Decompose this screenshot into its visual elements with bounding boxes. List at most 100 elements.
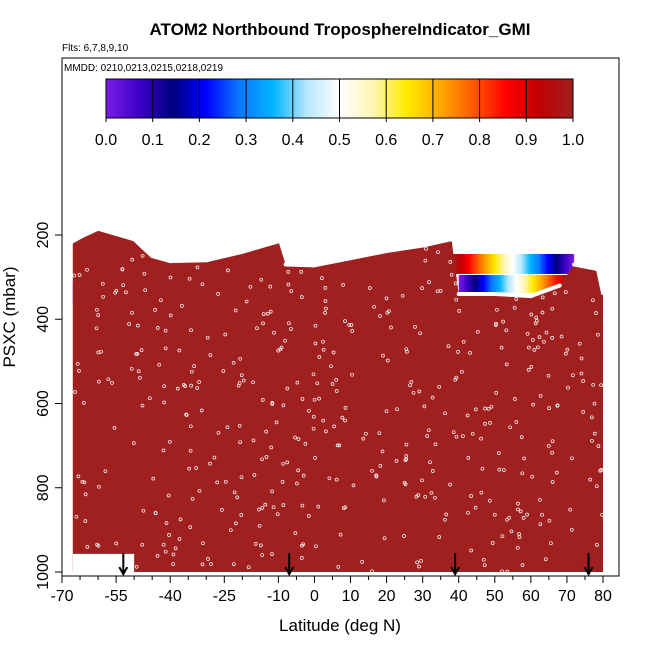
sample-point <box>566 385 570 390</box>
sample-point <box>97 484 101 489</box>
sample-point <box>271 505 276 510</box>
sample-point <box>136 323 140 328</box>
sample-point <box>94 326 99 331</box>
sample-point <box>521 516 526 520</box>
sample-point <box>473 407 478 412</box>
tropopause-trace <box>492 291 533 299</box>
sample-point <box>466 456 471 460</box>
sample-point <box>337 443 342 448</box>
sample-point <box>404 454 409 458</box>
sample-point <box>515 545 520 550</box>
sample-point <box>151 476 156 481</box>
sample-point <box>537 335 542 339</box>
sample-point <box>598 468 603 473</box>
sample-point <box>189 328 193 333</box>
sample-point <box>492 512 497 517</box>
sample-point <box>496 451 501 455</box>
sample-point <box>281 503 286 507</box>
sample-point <box>270 489 274 494</box>
colorbar-tick-label: 0.9 <box>515 132 537 149</box>
sample-point <box>237 381 242 385</box>
sample-point <box>188 448 193 453</box>
sample-point <box>505 569 510 574</box>
sample-point <box>374 474 379 479</box>
sample-point <box>231 360 236 365</box>
sample-point <box>314 544 318 549</box>
x-tick-label: 50 <box>486 588 504 605</box>
sample-point <box>307 408 311 413</box>
sample-point <box>246 565 251 570</box>
sample-point <box>457 309 462 313</box>
sample-point <box>209 562 213 566</box>
sample-point <box>120 267 125 271</box>
sample-point <box>550 480 555 484</box>
sample-point <box>96 350 101 355</box>
sample-point <box>163 346 168 351</box>
sample-point <box>206 557 210 561</box>
sample-point <box>313 323 318 328</box>
plot-area <box>70 226 604 576</box>
sample-point <box>429 490 434 495</box>
sample-point <box>372 304 376 309</box>
sample-point <box>184 413 189 417</box>
y-tick-label: 600 <box>35 390 52 417</box>
sample-point <box>449 272 454 277</box>
sample-point <box>168 275 173 280</box>
sample-point <box>260 457 264 462</box>
sample-point <box>468 351 472 355</box>
sample-point <box>155 553 160 558</box>
x-tick-label: 70 <box>558 588 576 605</box>
sample-point <box>260 398 265 402</box>
sample-point <box>454 375 459 380</box>
colorbar-tick-label: 0.8 <box>468 132 490 149</box>
sample-point <box>518 509 523 514</box>
sample-point <box>413 325 417 329</box>
sample-point <box>402 534 406 538</box>
sample-point <box>514 297 519 301</box>
sample-point <box>500 534 505 539</box>
sample-point <box>542 339 546 344</box>
sample-point <box>259 277 264 282</box>
sample-point <box>530 474 535 479</box>
sample-point <box>533 321 538 326</box>
sample-point <box>443 517 447 522</box>
flight-arrow-head <box>583 566 594 576</box>
sample-point <box>252 473 257 477</box>
sample-point <box>162 400 166 405</box>
sample-point <box>550 306 555 311</box>
sample-point <box>300 503 305 508</box>
sample-point <box>232 490 237 495</box>
sample-point <box>295 380 300 385</box>
sample-point <box>181 383 186 387</box>
sample-point <box>473 505 478 510</box>
sample-point <box>380 449 385 454</box>
sample-point <box>382 536 387 541</box>
sample-point <box>408 383 412 388</box>
y-axis: 200 400 600 800 1000 <box>35 222 62 590</box>
sample-point <box>303 442 308 446</box>
sample-point <box>201 541 205 546</box>
flight-arrow-head <box>450 566 460 576</box>
sample-point <box>531 402 536 407</box>
tropopause-trace <box>348 249 389 261</box>
tropopause-trace <box>283 262 317 268</box>
sample-point <box>263 502 268 507</box>
sample-point <box>171 562 176 566</box>
sample-point <box>370 569 374 574</box>
sample-point <box>479 436 483 441</box>
sample-point <box>173 546 178 551</box>
sample-point <box>453 377 458 382</box>
sample-point <box>559 334 564 339</box>
x-tick-label: 40 <box>450 588 468 605</box>
sample-point <box>500 569 504 574</box>
sample-point <box>351 483 356 488</box>
sample-point <box>382 498 386 503</box>
sample-point <box>278 347 283 352</box>
sample-point <box>470 431 475 436</box>
sample-point <box>565 347 570 352</box>
flights-subtitle: Flts: 6,7,8,9,10 <box>62 43 129 54</box>
sample-point <box>592 401 597 406</box>
sample-point <box>285 386 290 391</box>
sample-point <box>188 525 193 529</box>
sample-point <box>88 556 93 561</box>
